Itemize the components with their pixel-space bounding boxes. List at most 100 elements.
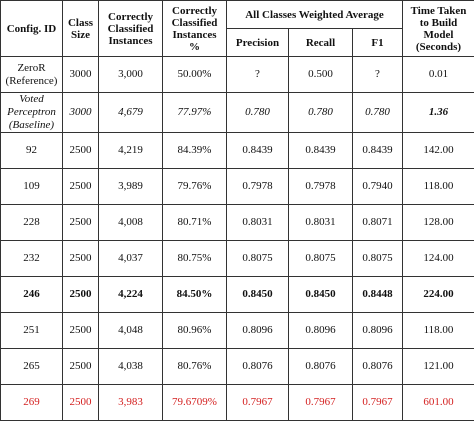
cell-precision: 0.8439 — [227, 133, 289, 169]
cell-f1: 0.8096 — [353, 313, 403, 349]
table-row: 246 2500 4,224 84.50% 0.8450 0.8450 0.84… — [1, 277, 474, 313]
cell-percent: 79.76% — [163, 169, 227, 205]
header-correct-instances: Correctly Classified Instances — [99, 1, 163, 57]
cell-recall: 0.7967 — [289, 385, 353, 421]
cell-size: 3000 — [63, 57, 99, 93]
cell-size: 2500 — [63, 277, 99, 313]
cell-percent: 77.97% — [163, 93, 227, 133]
cell-recall: 0.8076 — [289, 349, 353, 385]
cell-instances: 4,038 — [99, 349, 163, 385]
cell-instances: 4,037 — [99, 241, 163, 277]
table-row: 265 2500 4,038 80.76% 0.8076 0.8076 0.80… — [1, 349, 474, 385]
cell-percent: 79.6709% — [163, 385, 227, 421]
cell-f1: ? — [353, 57, 403, 93]
header-correct-percent: Correctly Classified Instances % — [163, 1, 227, 57]
cell-precision: 0.8096 — [227, 313, 289, 349]
cell-time: 124.00 — [403, 241, 474, 277]
cell-recall: 0.8439 — [289, 133, 353, 169]
table-row: 232 2500 4,037 80.75% 0.8075 0.8075 0.80… — [1, 241, 474, 277]
table-row: 109 2500 3,989 79.76% 0.7978 0.7978 0.79… — [1, 169, 474, 205]
cell-precision: 0.780 — [227, 93, 289, 133]
cell-recall: 0.8096 — [289, 313, 353, 349]
cell-instances: 3,000 — [99, 57, 163, 93]
cell-precision: 0.7978 — [227, 169, 289, 205]
cell-percent: 80.75% — [163, 241, 227, 277]
cell-config: Voted Perceptron (Baseline) — [1, 93, 63, 133]
cell-percent: 84.39% — [163, 133, 227, 169]
cell-instances: 4,008 — [99, 205, 163, 241]
header-weighted-average: All Classes Weighted Average — [227, 1, 403, 29]
cell-recall: 0.8075 — [289, 241, 353, 277]
cell-f1: 0.8076 — [353, 349, 403, 385]
cell-time: 118.00 — [403, 169, 474, 205]
header-config-id: Config. ID — [1, 1, 63, 57]
header-time-taken: Time Taken to Build Model (Seconds) — [403, 1, 474, 57]
cell-instances: 4,224 — [99, 277, 163, 313]
cell-percent: 80.71% — [163, 205, 227, 241]
table-row: ZeroR (Reference) 3000 3,000 50.00% ? 0.… — [1, 57, 474, 93]
cell-instances: 4,048 — [99, 313, 163, 349]
cell-size: 2500 — [63, 169, 99, 205]
cell-size: 2500 — [63, 385, 99, 421]
cell-config: 251 — [1, 313, 63, 349]
cell-config: 246 — [1, 277, 63, 313]
header-f1: F1 — [353, 29, 403, 57]
table-body: ZeroR (Reference) 3000 3,000 50.00% ? 0.… — [1, 57, 474, 421]
cell-f1: 0.780 — [353, 93, 403, 133]
cell-precision: ? — [227, 57, 289, 93]
header-class-size: Class Size — [63, 1, 99, 57]
cell-precision: 0.8076 — [227, 349, 289, 385]
cell-recall: 0.8031 — [289, 205, 353, 241]
cell-instances: 3,983 — [99, 385, 163, 421]
cell-config: 232 — [1, 241, 63, 277]
header-recall: Recall — [289, 29, 353, 57]
table-row: 92 2500 4,219 84.39% 0.8439 0.8439 0.843… — [1, 133, 474, 169]
cell-time: 118.00 — [403, 313, 474, 349]
cell-time: 224.00 — [403, 277, 474, 313]
cell-size: 2500 — [63, 205, 99, 241]
cell-precision: 0.8031 — [227, 205, 289, 241]
cell-size: 2500 — [63, 133, 99, 169]
cell-config: ZeroR (Reference) — [1, 57, 63, 93]
cell-f1: 0.7967 — [353, 385, 403, 421]
cell-precision: 0.7967 — [227, 385, 289, 421]
cell-percent: 80.76% — [163, 349, 227, 385]
table-row: 251 2500 4,048 80.96% 0.8096 0.8096 0.80… — [1, 313, 474, 349]
cell-time: 1.36 — [403, 93, 474, 133]
header-row: Config. ID Class Size Correctly Classifi… — [1, 1, 474, 29]
cell-recall: 0.7978 — [289, 169, 353, 205]
cell-config: 269 — [1, 385, 63, 421]
header-precision: Precision — [227, 29, 289, 57]
cell-size: 3000 — [63, 93, 99, 133]
cell-f1: 0.7940 — [353, 169, 403, 205]
cell-percent: 50.00% — [163, 57, 227, 93]
cell-time: 121.00 — [403, 349, 474, 385]
cell-config: 92 — [1, 133, 63, 169]
cell-time: 601.00 — [403, 385, 474, 421]
cell-recall: 0.8450 — [289, 277, 353, 313]
cell-f1: 0.8075 — [353, 241, 403, 277]
cell-f1: 0.8071 — [353, 205, 403, 241]
cell-recall: 0.500 — [289, 57, 353, 93]
cell-f1: 0.8439 — [353, 133, 403, 169]
cell-precision: 0.8075 — [227, 241, 289, 277]
cell-precision: 0.8450 — [227, 277, 289, 313]
cell-percent: 84.50% — [163, 277, 227, 313]
cell-size: 2500 — [63, 241, 99, 277]
cell-config: 265 — [1, 349, 63, 385]
cell-time: 142.00 — [403, 133, 474, 169]
cell-time: 128.00 — [403, 205, 474, 241]
table-row: 228 2500 4,008 80.71% 0.8031 0.8031 0.80… — [1, 205, 474, 241]
cell-config: 228 — [1, 205, 63, 241]
cell-size: 2500 — [63, 313, 99, 349]
cell-recall: 0.780 — [289, 93, 353, 133]
cell-time: 0.01 — [403, 57, 474, 93]
cell-config: 109 — [1, 169, 63, 205]
table-row: Voted Perceptron (Baseline) 3000 4,679 7… — [1, 93, 474, 133]
cell-f1: 0.8448 — [353, 277, 403, 313]
cell-size: 2500 — [63, 349, 99, 385]
cell-instances: 4,679 — [99, 93, 163, 133]
cell-instances: 4,219 — [99, 133, 163, 169]
table-row: 269 2500 3,983 79.6709% 0.7967 0.7967 0.… — [1, 385, 474, 421]
